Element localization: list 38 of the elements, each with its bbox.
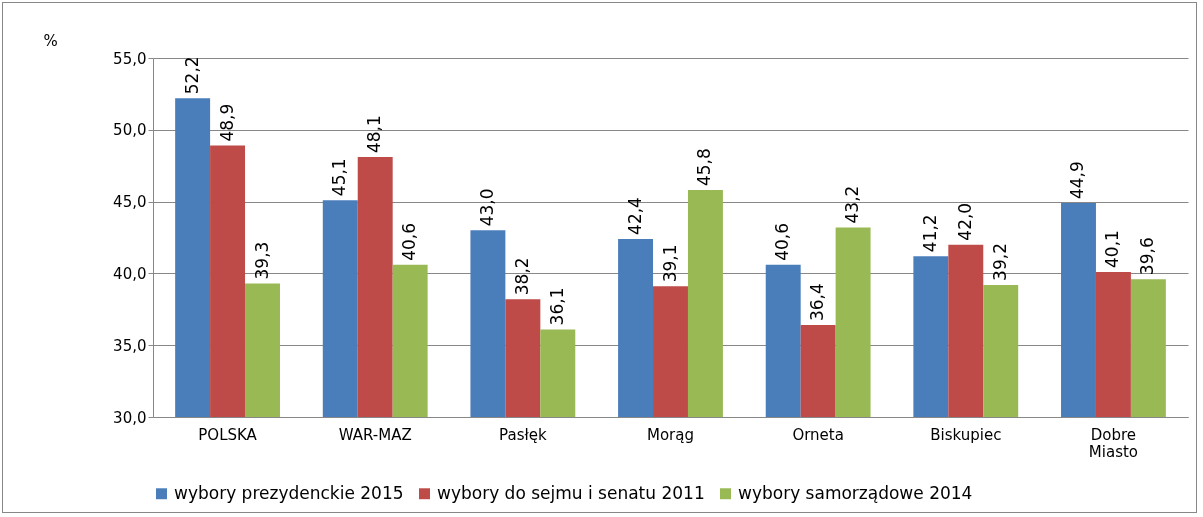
data-label: 41,2 bbox=[919, 214, 940, 253]
data-label: 48,9 bbox=[216, 103, 237, 142]
data-label: 52,2 bbox=[181, 56, 202, 95]
legend-label: wybory prezydenckie 2015 bbox=[174, 482, 404, 503]
x-tick-label: Biskupiec bbox=[930, 425, 1002, 444]
data-label: 36,1 bbox=[546, 287, 567, 326]
data-label: 44,9 bbox=[1067, 161, 1088, 200]
data-label: 48,1 bbox=[364, 115, 385, 154]
legend-label: wybory do sejmu i senatu 2011 bbox=[437, 482, 705, 503]
x-tick-label: Orneta bbox=[792, 425, 844, 444]
x-tick-label: Dobre Miasto bbox=[1088, 425, 1139, 461]
data-label: 39,6 bbox=[1137, 237, 1158, 276]
x-tick-label: Morąg bbox=[647, 425, 694, 444]
y-tick-label: 40,0 bbox=[113, 264, 147, 283]
y-tick-label: 55,0 bbox=[113, 49, 147, 68]
y-tick-label: 45,0 bbox=[113, 193, 147, 212]
data-label: 39,3 bbox=[251, 241, 272, 280]
data-label: 42,4 bbox=[624, 197, 645, 235]
data-label: 42,0 bbox=[954, 202, 975, 241]
data-label: 43,0 bbox=[476, 188, 497, 227]
data-label: 40,6 bbox=[772, 222, 793, 261]
x-tick-label: POLSKA bbox=[198, 425, 258, 444]
x-tick-label: WAR-MAZ bbox=[338, 425, 412, 444]
legend-label: wybory samorządowe 2014 bbox=[738, 482, 973, 503]
x-tick-label: Pasłęk bbox=[499, 425, 547, 444]
data-label: 40,6 bbox=[399, 222, 420, 261]
y-axis-title: % bbox=[43, 31, 58, 50]
y-tick-label: 50,0 bbox=[113, 121, 147, 140]
data-label: 39,2 bbox=[989, 243, 1010, 281]
data-label: 38,2 bbox=[511, 257, 532, 296]
data-label: 36,4 bbox=[807, 283, 828, 322]
data-label: 40,1 bbox=[1102, 230, 1123, 268]
y-tick-label: 30,0 bbox=[113, 408, 147, 427]
y-tick-label: 35,0 bbox=[113, 336, 147, 355]
data-label: 43,2 bbox=[842, 185, 863, 224]
data-label: 45,1 bbox=[329, 158, 350, 197]
data-label: 39,1 bbox=[659, 244, 680, 283]
data-label: 45,8 bbox=[694, 148, 715, 187]
